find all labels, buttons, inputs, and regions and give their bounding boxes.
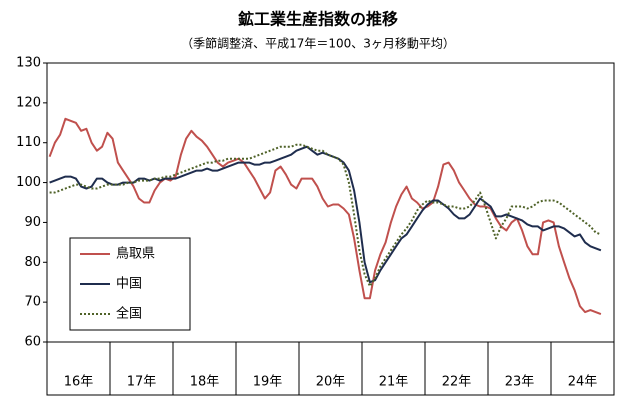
legend-label: 鳥取県 [116,247,155,262]
legend-label: 中国 [116,277,142,292]
y-tick-label: 70 [24,295,41,310]
x-tick-label: 19年 [253,375,283,390]
x-tick-label: 21年 [379,375,409,390]
x-tick-label: 20年 [316,375,346,390]
y-tick-label: 120 [16,95,41,110]
y-tick-label: 110 [16,135,41,150]
x-tick-label: 24年 [568,375,598,390]
x-tick-label: 22年 [442,375,472,390]
x-tick-label: 18年 [190,375,220,390]
y-tick-label: 80 [24,255,41,270]
chart-subtitle: （季節調整済、平成17年＝100、3ヶ月移動平均） [181,36,455,51]
legend-label: 全国 [116,306,142,322]
x-tick-label: 16年 [64,375,94,390]
y-tick-label: 90 [24,215,41,230]
y-tick-label: 130 [16,56,41,71]
x-tick-label: 17年 [127,375,157,390]
chart-title: 鉱工業生産指数の推移 [238,10,398,29]
y-tick-label: 60 [24,335,41,350]
plot-frame [46,62,615,396]
x-tick-label: 23年 [505,375,535,390]
series-line [48,117,602,316]
y-tick-label: 100 [16,175,41,190]
